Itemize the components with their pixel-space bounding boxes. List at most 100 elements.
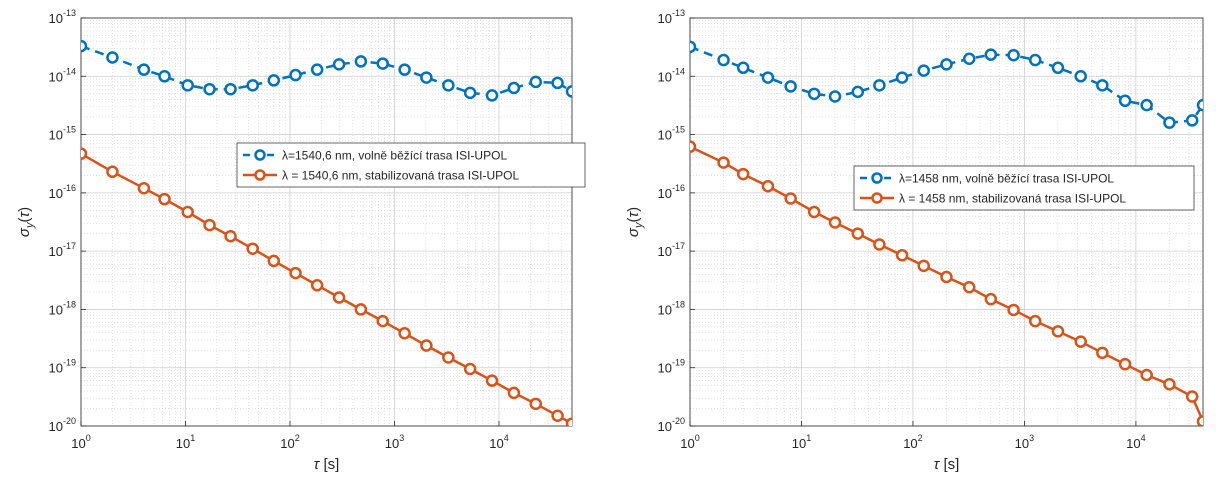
data-point (784, 192, 797, 205)
y-tick-label: 10-13 (49, 8, 76, 26)
legend-label: λ=1540,6 nm, volně běžící trasa ISI-UPOL (282, 149, 507, 163)
data-point (1196, 98, 1203, 112)
x-tick-label: 101 (176, 433, 195, 451)
series-2 (690, 140, 1203, 426)
x-tick-label: 100 (680, 433, 699, 451)
data-point (551, 409, 564, 422)
data-point (181, 205, 194, 219)
data-point (420, 71, 433, 84)
y-tick-label: 10-17 (658, 241, 685, 259)
data-point (203, 82, 216, 96)
data-point (376, 314, 389, 328)
data-point (137, 181, 151, 195)
data-point (736, 61, 750, 75)
x-tick-label: 104 (1126, 433, 1145, 451)
data-point (158, 70, 171, 83)
data-point (224, 82, 237, 96)
chart-panel-1: 100 101 102 103 104 10-20 10-19 10-18 10-17 10-16… (16, 8, 586, 473)
data-point (807, 205, 821, 219)
data-point (181, 79, 194, 92)
data-point (1118, 357, 1132, 371)
legend-label: λ = 1458 nm, stabilizovaná trasa ISI-UPO… (899, 192, 1126, 206)
data-point (398, 327, 411, 340)
data-point (463, 362, 477, 376)
legend-marker (871, 172, 883, 184)
y-tick-label: 10-18 (49, 299, 76, 317)
x-tick-label: 103 (385, 433, 404, 451)
data-point (1074, 335, 1087, 348)
series-2 (81, 147, 572, 426)
data-point (895, 71, 909, 84)
data-point (106, 51, 119, 64)
data-point (1140, 368, 1153, 382)
data-point (1096, 79, 1109, 92)
data-point (354, 303, 368, 316)
legend-box (853, 165, 1195, 211)
data-point (1007, 48, 1020, 62)
data-point (984, 48, 998, 61)
data-point (267, 254, 281, 268)
legend-box (236, 142, 586, 188)
data-point (917, 259, 930, 273)
data-point (246, 242, 259, 255)
data-point (485, 89, 499, 102)
data-point (224, 230, 237, 243)
y-axis-label: σy(τ) (625, 207, 645, 237)
legend-marker (254, 149, 266, 161)
data-point (203, 218, 216, 232)
x-tick-label: 103 (1015, 433, 1034, 451)
data-point (137, 63, 151, 76)
y-tick-label: 10-17 (49, 241, 76, 259)
data-point (963, 52, 976, 65)
data-point (507, 81, 521, 95)
y-tick-label: 10-14 (49, 66, 76, 84)
x-tick-label: 101 (792, 433, 811, 451)
data-point (873, 79, 886, 92)
legend-label: λ = 1540,6 nm, stabilizovaná trasa ISI-U… (282, 169, 519, 183)
y-tick-label: 10-14 (658, 66, 685, 84)
data-point (717, 156, 730, 169)
data-point (158, 192, 171, 206)
data-point (1163, 378, 1176, 391)
data-point (984, 292, 998, 306)
plot-area (81, 18, 572, 426)
data-point (485, 374, 499, 387)
y-tick-label: 10-15 (658, 125, 685, 143)
data-point (690, 140, 697, 153)
data-point (463, 86, 477, 100)
x-tick-label: 100 (71, 433, 90, 451)
legend-marker (254, 169, 266, 181)
x-axis-label: τ [s] (314, 456, 340, 473)
y-axis-label: σy(τ) (16, 207, 36, 237)
x-tick-label: 102 (903, 433, 922, 451)
data-point (828, 90, 842, 103)
legend: λ=1540,6 nm, volně běžící trasa ISI-UPOL… (236, 142, 586, 188)
data-point (1051, 61, 1065, 75)
data-point (106, 165, 119, 179)
data-point (690, 40, 697, 54)
data-point (529, 75, 543, 89)
legend-label: λ=1458 nm, volně běžící trasa ISI-UPOL (899, 172, 1114, 186)
data-point (289, 68, 302, 82)
data-point (1028, 53, 1042, 67)
series-1 (690, 40, 1203, 129)
data-point (332, 58, 346, 71)
grid (80, 17, 573, 427)
axes-box (80, 17, 573, 427)
data-point (529, 397, 543, 411)
series-1 (81, 39, 572, 102)
data-point (267, 74, 281, 87)
data-point (717, 53, 730, 67)
y-tick-label: 10-19 (49, 358, 76, 376)
data-point (895, 249, 909, 262)
data-point (940, 270, 953, 284)
data-point (851, 85, 865, 99)
data-point (332, 291, 346, 304)
data-point (310, 278, 324, 292)
data-point (507, 386, 521, 400)
y-tick-label: 10-19 (658, 358, 685, 376)
data-point (376, 57, 389, 70)
data-point (81, 147, 88, 160)
data-point (1196, 415, 1203, 426)
